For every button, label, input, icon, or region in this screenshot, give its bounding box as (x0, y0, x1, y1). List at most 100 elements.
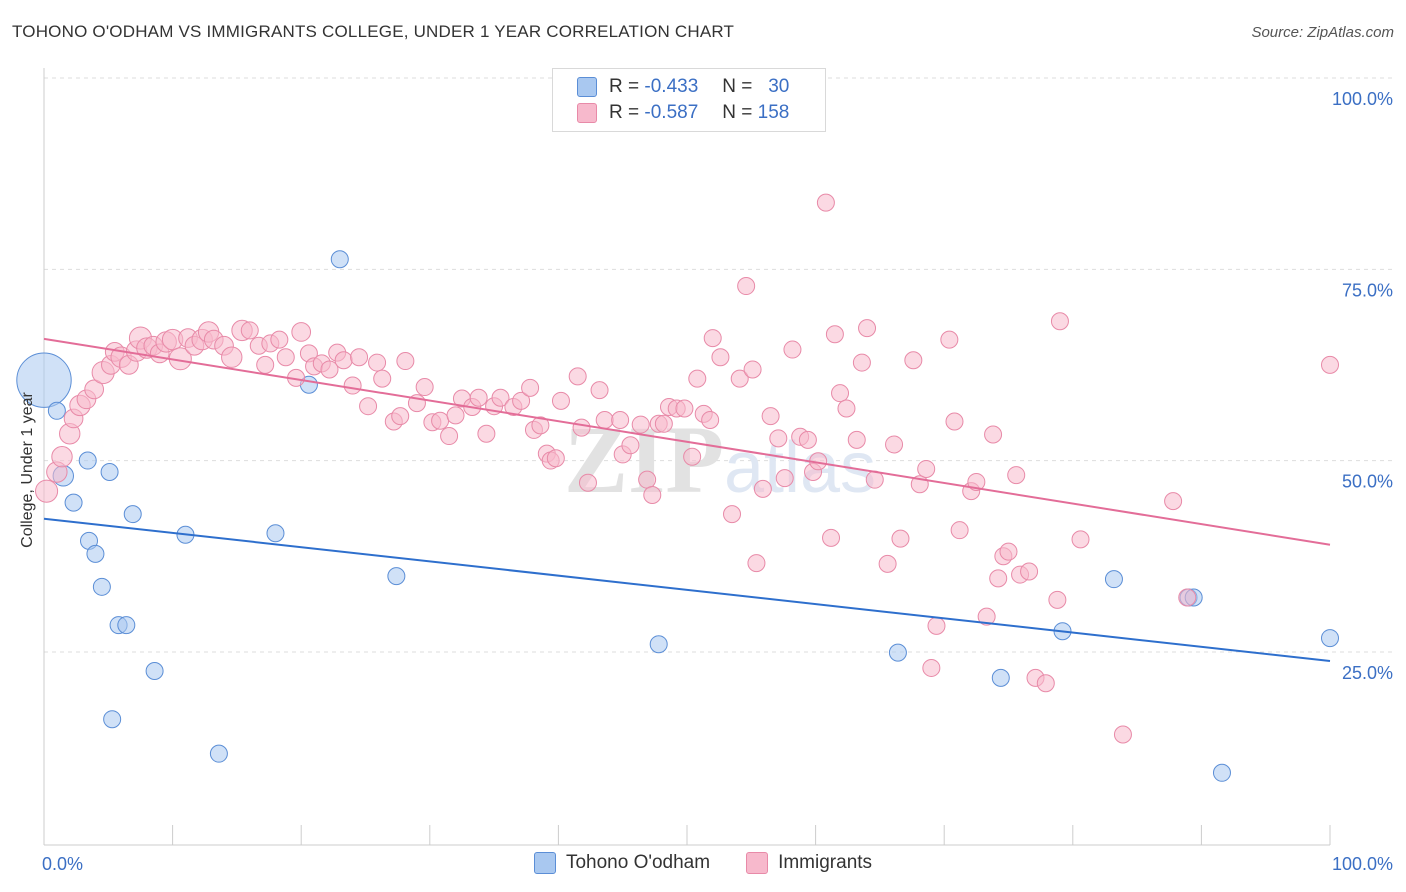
legend-row-tohono: R = -0.433 N = 30 (577, 75, 789, 99)
point-tohono (103, 710, 122, 729)
y-tick-label: 25.0% (1342, 663, 1393, 683)
point-tohono (888, 643, 907, 662)
trend-lines (43, 337, 1331, 663)
point-immigrants (816, 193, 835, 212)
point-tohono (64, 493, 83, 512)
trend-line-immigrants (43, 337, 1331, 546)
point-immigrants (415, 378, 434, 397)
point-immigrants (1164, 492, 1183, 511)
point-immigrants (847, 430, 866, 449)
point-immigrants (446, 406, 465, 425)
point-immigrants (568, 367, 587, 386)
point-tohono (1104, 570, 1123, 589)
point-immigrants (477, 424, 496, 443)
point-tohono (266, 524, 285, 543)
point-immigrants (885, 435, 904, 454)
point-immigrants (291, 322, 312, 342)
data-points (16, 193, 1339, 782)
y-tick-label: 50.0% (1342, 472, 1393, 492)
point-tohono (86, 544, 105, 563)
point-immigrants (1178, 588, 1197, 607)
point-immigrants (730, 369, 749, 388)
legend-n-label: N = (722, 76, 753, 97)
point-immigrants (578, 473, 597, 492)
series-swatch-tohono (533, 852, 556, 874)
point-immigrants (546, 449, 565, 468)
point-immigrants (631, 415, 650, 434)
point-immigrants (675, 399, 694, 418)
point-immigrants (945, 412, 964, 431)
point-immigrants (469, 388, 488, 407)
legend-r-label: R = (609, 76, 640, 97)
point-immigrants (590, 381, 609, 400)
point-immigrants (240, 321, 259, 340)
point-immigrants (904, 351, 923, 370)
point-immigrants (878, 554, 897, 573)
trend-line-tohono (43, 517, 1331, 663)
point-tohono (16, 352, 72, 408)
legend-r-label: R = (609, 102, 640, 123)
point-immigrants (491, 388, 510, 407)
point-immigrants (753, 479, 772, 498)
point-immigrants (51, 446, 73, 468)
point-immigrants (977, 607, 996, 626)
legend-swatch-tohono (577, 77, 597, 97)
point-immigrants (701, 410, 720, 429)
point-immigrants (922, 658, 941, 677)
point-immigrants (837, 399, 856, 418)
point-immigrants (1321, 355, 1339, 374)
point-immigrants (769, 429, 788, 448)
point-immigrants (350, 348, 369, 367)
point-immigrants (711, 348, 730, 367)
series-swatch-immigrants (746, 852, 769, 874)
point-immigrants (989, 569, 1008, 588)
point-immigrants (611, 410, 630, 429)
point-immigrants (643, 485, 662, 504)
point-tohono (649, 635, 668, 654)
source-label: Source: ZipAtlas.com (1251, 24, 1394, 41)
legend-row-immigrants: R = -0.587 N = 158 (577, 101, 789, 125)
point-tohono (92, 577, 111, 596)
point-immigrants (737, 277, 756, 296)
point-immigrants (1071, 530, 1090, 549)
point-immigrants (391, 407, 410, 426)
point-tohono (330, 250, 349, 269)
point-immigrants (1050, 312, 1069, 331)
point-immigrants (950, 521, 969, 540)
point-tohono (387, 567, 406, 586)
point-immigrants (723, 505, 742, 524)
series-legend: Tohono O'odham Immigrants (0, 852, 1406, 874)
x-tick-label: 0.0% (42, 854, 83, 874)
legend-r-value: -0.433 (644, 76, 699, 97)
point-immigrants (688, 369, 707, 388)
point-immigrants (917, 459, 936, 478)
point-tohono (145, 662, 164, 680)
legend-r-value: -0.587 (644, 102, 699, 123)
point-immigrants (984, 425, 1003, 444)
point-immigrants (551, 391, 570, 410)
legend-n-label: N = (722, 102, 753, 123)
point-tohono (209, 744, 228, 763)
point-immigrants (761, 407, 780, 426)
point-immigrants (334, 351, 353, 370)
point-immigrants (831, 384, 850, 403)
point-tohono (1212, 763, 1231, 782)
point-immigrants (84, 379, 105, 400)
point-immigrants (276, 348, 295, 367)
point-tohono (1321, 629, 1339, 648)
point-immigrants (320, 360, 339, 379)
point-immigrants (396, 352, 415, 371)
point-tohono (47, 401, 66, 420)
point-immigrants (1020, 562, 1039, 581)
point-immigrants (775, 469, 794, 488)
legend-n-value: 158 (757, 102, 790, 123)
point-tohono (991, 668, 1010, 687)
point-immigrants (1007, 466, 1026, 485)
chart-title: TOHONO O'ODHAM VS IMMIGRANTS COLLEGE, UN… (12, 22, 735, 41)
point-immigrants (967, 472, 986, 491)
point-immigrants (852, 353, 871, 372)
point-immigrants (256, 355, 275, 374)
point-immigrants (373, 369, 392, 388)
point-immigrants (221, 346, 243, 368)
